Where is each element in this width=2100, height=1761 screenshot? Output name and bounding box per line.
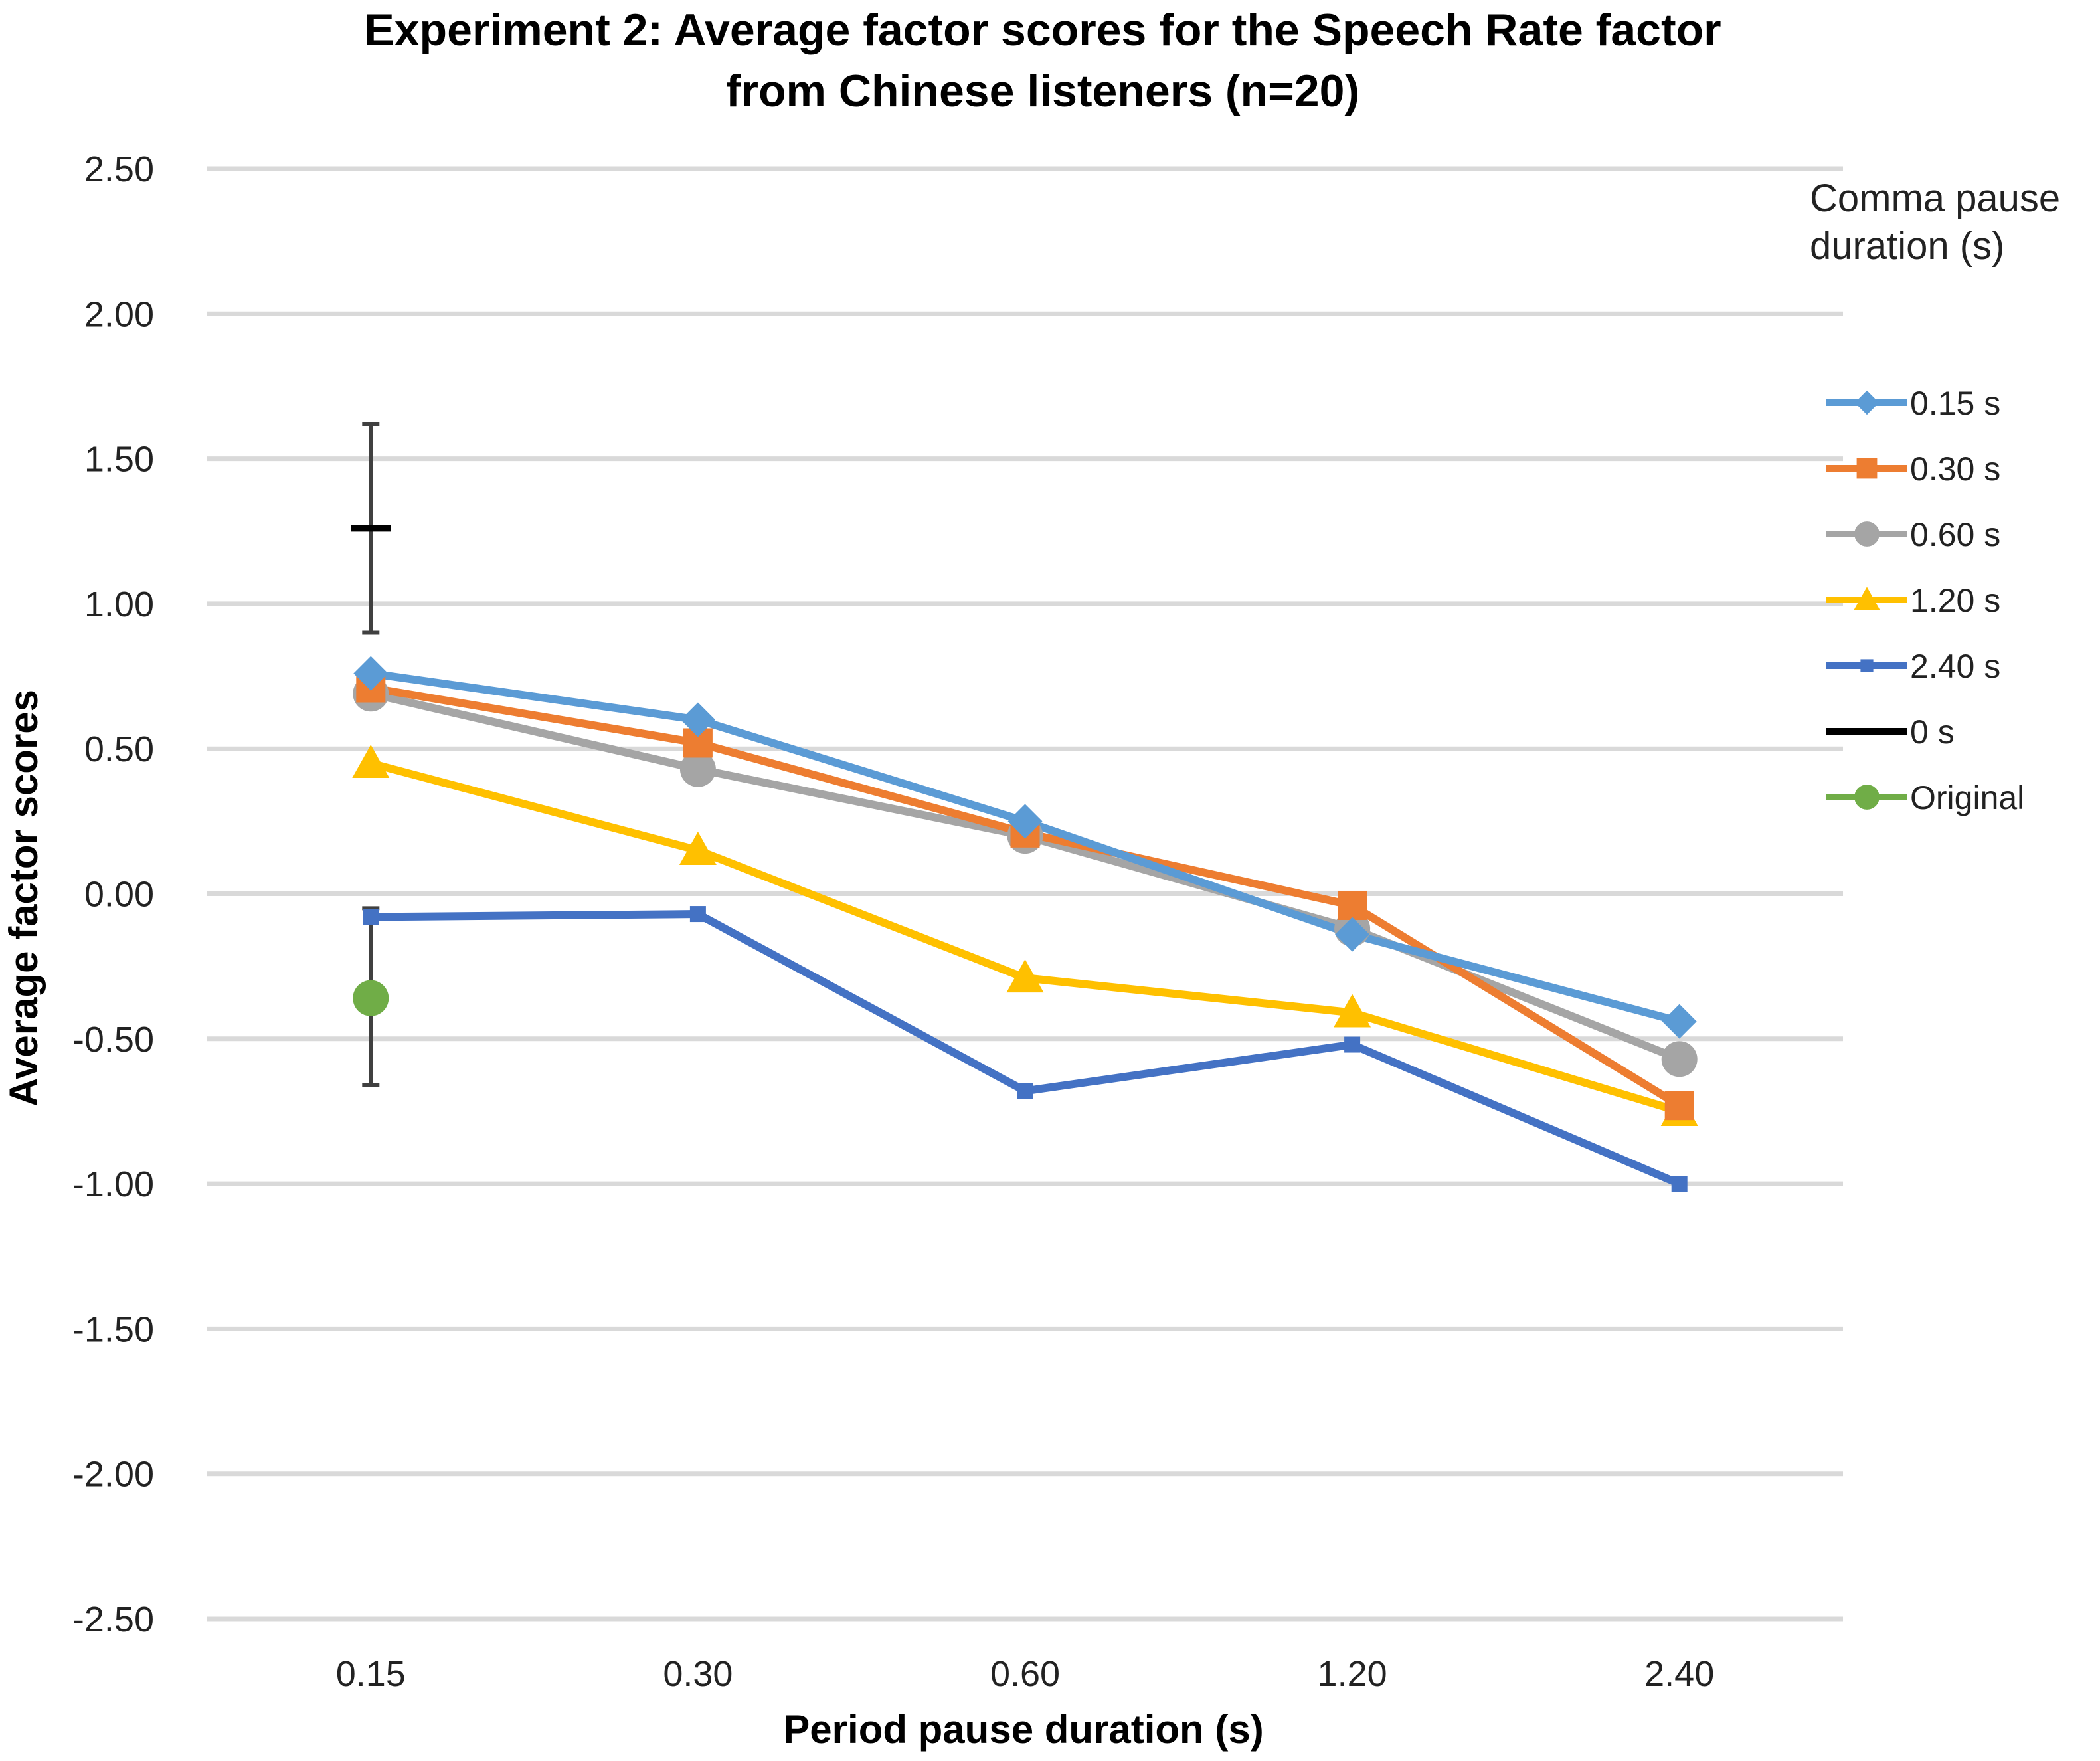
data-point (679, 751, 716, 787)
x-tick-label: 2.40 (1644, 1654, 1714, 1694)
data-point (352, 745, 390, 779)
y-tick-label: -2.50 (72, 1600, 154, 1639)
x-tick-label: 0.30 (663, 1654, 733, 1694)
x-axis-title: Period pause duration (s) (783, 1707, 1263, 1752)
legend-item: 0.15 s (1826, 385, 2000, 422)
data-point (689, 906, 706, 923)
legend: 0.15 s 0.30 s 0.60 s 1.20 s 2.40 s 0 s Origina… (1826, 385, 2024, 816)
data-point (1335, 917, 1370, 952)
reference-points (351, 525, 391, 1016)
y-tick-label: 1.50 (84, 440, 154, 480)
x-tick-label: 1.20 (1318, 1654, 1387, 1694)
x-tick-label: 0.15 (336, 1654, 406, 1694)
data-point (1334, 994, 1371, 1028)
legend-swatch-marker (1854, 390, 1880, 415)
y-tick-label: -0.50 (72, 1020, 154, 1060)
data-point (1664, 1091, 1694, 1121)
legend-item: Original (1826, 779, 2024, 816)
x-tick-label: 0.60 (990, 1654, 1060, 1694)
chart-title-line-2: from Chinese listeners (n=20) (726, 66, 1359, 116)
legend-swatch-marker (1854, 521, 1880, 547)
y-tick-label: 0.50 (84, 729, 154, 769)
legend-label: 0.30 s (1910, 450, 2000, 488)
data-point (363, 909, 379, 925)
gridlines (207, 166, 1843, 1622)
data-point (1671, 1176, 1688, 1192)
y-tick-label: 1.00 (84, 585, 154, 624)
y-tick-label: 2.50 (84, 149, 154, 189)
data-point (679, 832, 717, 866)
legend-item: 0 s (1826, 713, 1955, 751)
legend-swatch-marker (1856, 458, 1878, 479)
y-tick-label: -1.00 (72, 1164, 154, 1204)
y-tick-label: -1.50 (72, 1309, 154, 1349)
legend-item: 0.30 s (1826, 450, 2000, 488)
data-point (680, 702, 715, 737)
data-point (353, 656, 389, 691)
legend-swatch-marker (1854, 785, 1880, 810)
data-point (1662, 1004, 1697, 1039)
reference-point (353, 980, 389, 1016)
legend-swatch-marker (1854, 587, 1880, 610)
data-point (1006, 959, 1044, 993)
data-point (1661, 1041, 1698, 1077)
data-point (1017, 1083, 1033, 1099)
y-tick-label: 0.00 (84, 875, 154, 915)
legend-label: 1.20 s (1910, 582, 2000, 619)
legend-label: 0 s (1910, 713, 1955, 751)
series-markers (352, 656, 1698, 1192)
data-point (1344, 1036, 1361, 1053)
x-axis-ticks: 0.15 0.30 0.60 1.20 2.40 (336, 1654, 1715, 1694)
chart-title-line-1: Experiment 2: Average factor scores for … (364, 5, 1721, 55)
legend-title-line-2: duration (s) (1810, 225, 2004, 268)
legend-label: 0.15 s (1910, 385, 2000, 422)
data-point (1338, 890, 1367, 920)
data-point (1007, 804, 1043, 839)
legend-label: 2.40 s (1910, 648, 2000, 685)
y-tick-label: -2.00 (72, 1455, 154, 1495)
y-axis-ticks: 2.50 2.00 1.50 1.00 0.50 0.00 -0.50 -1.00 -1.50 -… (72, 149, 154, 1639)
legend-label: 0.60 s (1910, 516, 2000, 553)
y-axis-title: Average factor scores (1, 690, 46, 1107)
legend-title-line-1: Comma pause (1810, 177, 2060, 220)
legend-item: 0.60 s (1826, 516, 2000, 553)
legend-item: 2.40 s (1826, 648, 2000, 685)
legend-item: 1.20 s (1826, 582, 2000, 619)
y-tick-label: 2.00 (84, 294, 154, 334)
legend-label: Original (1910, 779, 2024, 816)
legend-swatch-marker (1860, 659, 1874, 672)
